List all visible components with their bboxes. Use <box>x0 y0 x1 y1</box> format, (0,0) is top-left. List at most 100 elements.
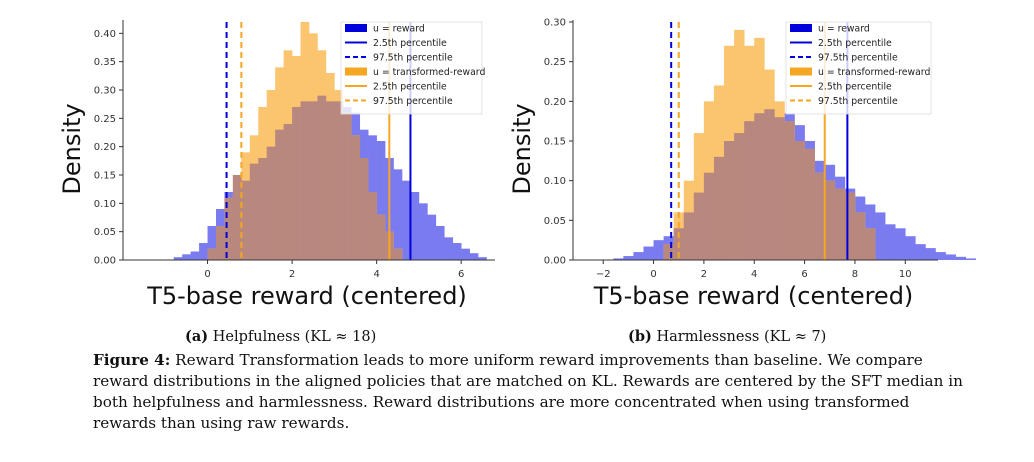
bar-overlap <box>837 188 841 260</box>
bar-overlap <box>313 101 318 260</box>
legend-label: u = reward <box>373 24 425 35</box>
bar-reward <box>461 248 470 260</box>
bar-overlap <box>309 101 314 260</box>
x-tick-label: 4 <box>751 269 757 280</box>
bar-reward <box>418 203 428 260</box>
bar-overlap <box>744 121 747 261</box>
bar-overlap <box>799 141 803 260</box>
bar-overlap <box>385 231 390 260</box>
legend-label: 97.5th percentile <box>373 53 453 64</box>
bar-overlap <box>380 214 386 260</box>
bar-reward <box>633 252 644 260</box>
bar-overlap <box>819 172 823 260</box>
bar-overlap <box>824 180 828 260</box>
bar-overlap <box>764 109 768 261</box>
y-tick-label: 0.25 <box>94 114 116 125</box>
bar-reward <box>955 256 966 260</box>
bar-overlap <box>351 135 356 260</box>
bar-overlap <box>683 212 687 260</box>
bar-overlap <box>241 180 246 260</box>
bar-reward <box>182 254 191 260</box>
x-tick-label: 8 <box>852 269 858 280</box>
y-tick-label: 0.05 <box>544 216 566 227</box>
legend-box <box>785 21 932 115</box>
bar-overlap <box>779 117 783 260</box>
bar-overlap <box>668 244 672 260</box>
bar-reward <box>452 243 462 260</box>
bar-overlap <box>258 158 263 260</box>
y-tick-label: 0.40 <box>94 29 116 40</box>
bar-overlap <box>389 231 394 260</box>
subcaption-b-text: Harmlessness (KL ≈ 7) <box>656 329 827 345</box>
y-tick-label: 0.00 <box>94 256 116 267</box>
figure-label: Figure 4: <box>93 351 171 369</box>
bar-overlap <box>771 109 775 261</box>
bar-overlap <box>266 146 272 260</box>
bar-overlap <box>355 135 361 260</box>
histogram-overlap <box>207 95 403 261</box>
bar-reward <box>402 180 411 260</box>
bar-reward <box>885 224 896 260</box>
chart-panel-1: 0.00 0.05 0.10 0.15 0.20 0.25 0.30 −2 0 2 4 6 8 10 T5-… <box>508 18 977 310</box>
bar-overlap <box>814 172 818 260</box>
bar-overlap <box>724 141 727 260</box>
bar-overlap <box>347 112 352 261</box>
legend: u = reward 2.5th percentile 97.5th percent… <box>340 21 485 115</box>
subcaption-a-text: Helpfulness (KL ≈ 18) <box>212 329 377 345</box>
bar-overlap <box>283 124 289 260</box>
bar-reward <box>173 257 183 260</box>
bar-overlap <box>368 192 373 260</box>
bar-overlap <box>872 228 876 260</box>
legend-swatch <box>345 24 367 32</box>
bar-overlap <box>300 101 306 260</box>
bar-overlap <box>397 248 403 260</box>
bar-reward <box>444 237 454 260</box>
bar-overlap <box>245 180 251 260</box>
y-tick-label: 0.10 <box>544 176 566 187</box>
x-tick-label: 6 <box>458 269 464 280</box>
bar-overlap <box>844 192 848 260</box>
bar-reward <box>427 214 437 260</box>
subcaption-b-tag: (b) <box>628 328 652 345</box>
y-tick-label: 0.35 <box>94 57 116 68</box>
bar-reward <box>653 240 664 260</box>
bar-reward <box>478 257 487 260</box>
bar-overlap <box>681 228 685 260</box>
bar-overlap <box>713 156 717 260</box>
legend-label: u = reward <box>818 24 870 35</box>
bar-overlap <box>706 172 710 260</box>
figure-canvas: 0.00 0.05 0.10 0.15 0.20 0.25 0.30 0.35 0.40 0 2 4 6… <box>58 18 977 310</box>
bar-overlap <box>812 148 815 260</box>
bar-overlap <box>786 121 790 261</box>
bar-overlap <box>721 156 725 260</box>
bar-reward <box>935 252 946 260</box>
legend-label: 97.5th percentile <box>373 96 453 107</box>
bar-overlap <box>688 212 692 260</box>
chart-panel-0: 0.00 0.05 0.10 0.15 0.20 0.25 0.30 0.35 0.40 0 2 4 6… <box>58 20 495 310</box>
bar-overlap <box>701 192 705 260</box>
bar-overlap <box>698 192 702 260</box>
bar-overlap <box>751 121 755 261</box>
bar-overlap <box>776 117 780 260</box>
bar-overlap <box>262 158 268 260</box>
bar-overlap <box>363 158 369 260</box>
bar-overlap <box>330 101 335 260</box>
bar-overlap <box>847 192 851 260</box>
bar-overlap <box>731 141 735 260</box>
bar-overlap <box>774 117 778 260</box>
bar-overlap <box>296 107 301 260</box>
bar-overlap <box>849 192 853 260</box>
bar-overlap <box>671 244 674 260</box>
legend-label: 2.5th percentile <box>373 82 447 93</box>
legend-label: u = transformed-reward <box>373 67 485 78</box>
bar-overlap <box>741 133 745 260</box>
bar-overlap <box>734 133 737 260</box>
bar-overlap <box>711 172 715 260</box>
bar-overlap <box>207 248 213 260</box>
bar-overlap <box>228 197 234 260</box>
bar-overlap <box>756 113 760 260</box>
figure-caption: Figure 4: Reward Transformation leads to… <box>93 350 973 434</box>
bar-overlap <box>842 188 846 260</box>
y-tick-label: 0.00 <box>544 256 566 267</box>
bar-overlap <box>372 192 377 260</box>
